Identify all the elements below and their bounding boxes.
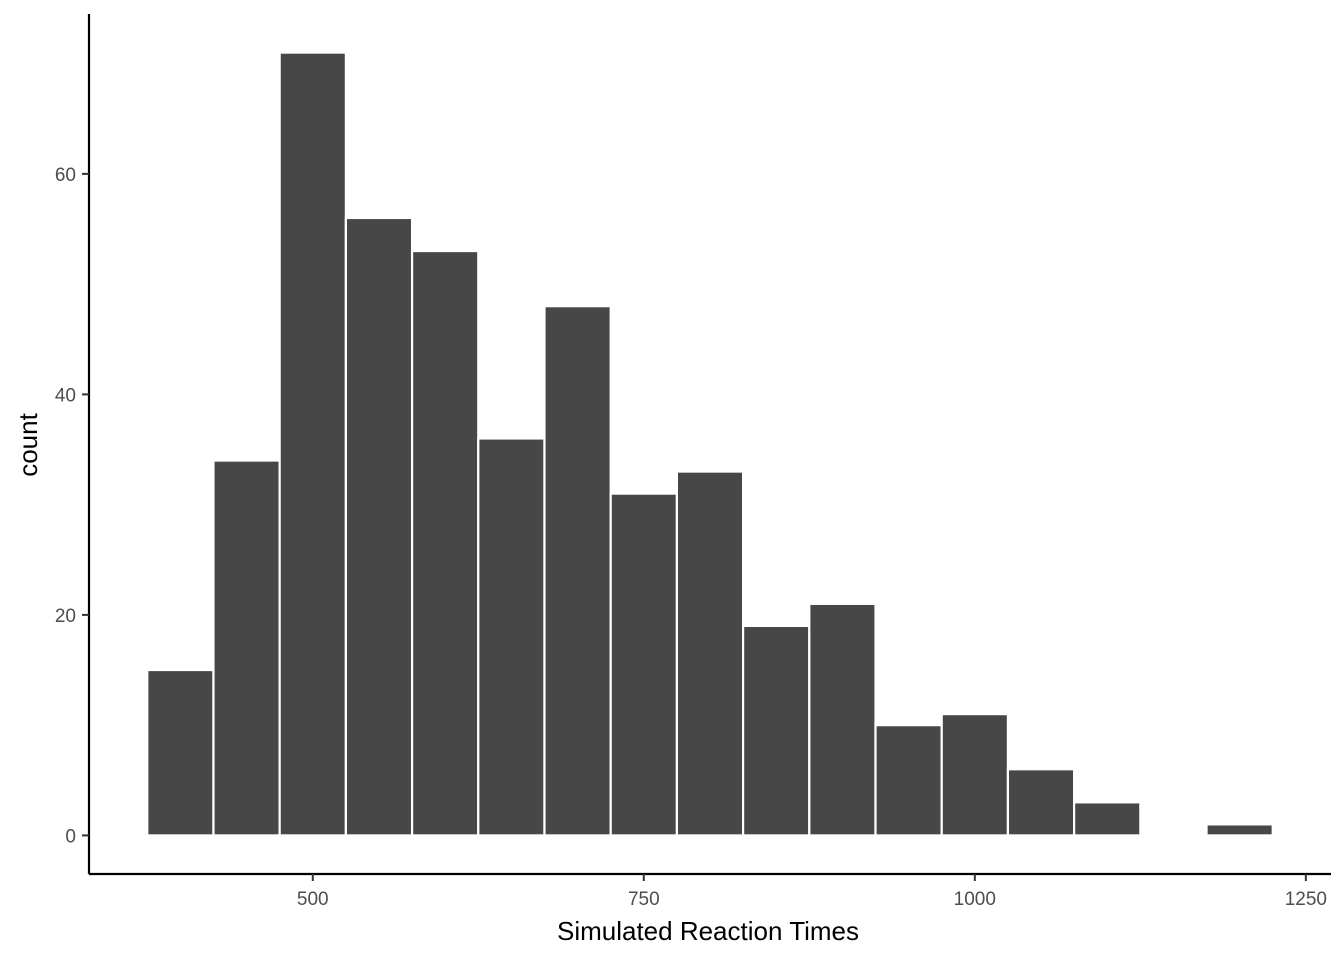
y-tick-label: 60 — [55, 165, 76, 186]
y-tick-label: 20 — [55, 606, 76, 627]
bars-group — [146, 51, 1274, 837]
x-tick-label: 500 — [297, 889, 329, 910]
y-tick-label: 0 — [65, 826, 76, 847]
x-tick-label: 1000 — [954, 889, 996, 910]
histogram-bar — [410, 249, 480, 837]
histogram-bar — [278, 51, 347, 837]
axes-group — [87, 14, 1331, 876]
histogram-bar — [808, 602, 877, 837]
histogram-bar — [940, 713, 1010, 837]
histogram-bar — [874, 724, 943, 837]
histogram-bar — [609, 492, 678, 837]
histogram-bar — [146, 668, 215, 837]
histogram-bar — [1205, 823, 1274, 837]
x-tick-label: 1250 — [1285, 889, 1327, 910]
y-axis-title: count — [13, 412, 43, 476]
histogram-bar — [344, 216, 414, 837]
x-tick-label: 750 — [628, 889, 660, 910]
x-axis-title: Simulated Reaction Times — [557, 916, 859, 946]
y-tick-label: 40 — [55, 385, 76, 406]
histogram-bar — [1073, 801, 1142, 837]
ticks-group: 500 750 1000 1250 0 20 40 60 — [55, 165, 1327, 910]
histogram-bar — [675, 470, 745, 837]
histogram-bar — [543, 305, 612, 837]
histogram-bar — [742, 624, 811, 837]
histogram-bar — [212, 459, 281, 837]
histogram-bar — [477, 437, 546, 837]
histogram-bar — [1006, 768, 1076, 837]
